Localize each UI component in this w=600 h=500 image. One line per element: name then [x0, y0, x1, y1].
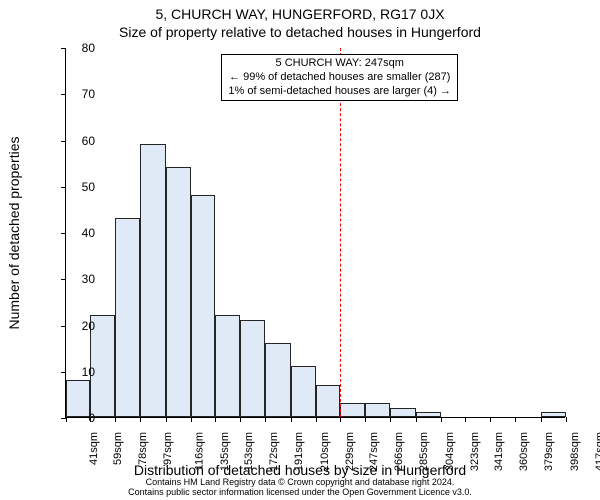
histogram-bar: [340, 403, 365, 417]
x-tick-label: 78sqm: [137, 432, 149, 465]
chart-title-line2: Size of property relative to detached ho…: [0, 24, 600, 40]
y-tick: [61, 187, 66, 188]
x-tick: [265, 417, 266, 422]
y-tick: [61, 279, 66, 280]
x-tick: [240, 417, 241, 422]
y-tick-label: 40: [82, 226, 95, 240]
x-tick: [465, 417, 466, 422]
x-tick: [115, 417, 116, 422]
histogram-bar: [316, 385, 340, 417]
x-tick: [291, 417, 292, 422]
annotation-line3: 1% of semi-detached houses are larger (4…: [228, 85, 451, 99]
histogram-bar: [416, 412, 441, 417]
y-tick-label: 80: [82, 41, 95, 55]
y-tick-label: 10: [82, 365, 95, 379]
x-tick: [490, 417, 491, 422]
chart-title-line1: 5, CHURCH WAY, HUNGERFORD, RG17 0JX: [0, 6, 600, 22]
y-tick-label: 30: [82, 272, 95, 286]
x-tick: [541, 417, 542, 422]
x-tick: [390, 417, 391, 422]
x-tick: [215, 417, 216, 422]
y-tick: [61, 326, 66, 327]
footer-line2: Contains public sector information licen…: [0, 488, 600, 498]
y-tick-label: 70: [82, 87, 95, 101]
x-tick: [441, 417, 442, 422]
chart-container: 5, CHURCH WAY, HUNGERFORD, RG17 0JX Size…: [0, 0, 600, 500]
y-tick-label: 20: [82, 319, 95, 333]
x-tick-label: 41sqm: [88, 432, 100, 465]
x-tick: [416, 417, 417, 422]
x-tick: [191, 417, 192, 422]
x-tick-label: 59sqm: [112, 432, 124, 465]
x-tick: [316, 417, 317, 422]
histogram-bar: [166, 167, 191, 417]
histogram-bar: [390, 408, 415, 417]
y-tick: [61, 48, 66, 49]
y-tick: [61, 141, 66, 142]
x-tick: [515, 417, 516, 422]
y-tick-label: 50: [82, 180, 95, 194]
x-tick-label: 97sqm: [162, 432, 174, 465]
y-tick-label: 60: [82, 134, 95, 148]
plot-area: 5 CHURCH WAY: 247sqm← 99% of detached ho…: [65, 48, 565, 418]
x-tick: [66, 417, 67, 422]
histogram-bar: [265, 343, 290, 417]
x-tick: [140, 417, 141, 422]
annotation-line2: ← 99% of detached houses are smaller (28…: [228, 71, 451, 85]
histogram-bar: [66, 380, 90, 417]
histogram-bar: [191, 195, 215, 417]
reference-line: [340, 48, 341, 417]
x-axis-label: Distribution of detached houses by size …: [0, 462, 600, 478]
y-tick: [61, 233, 66, 234]
footer-attribution: Contains HM Land Registry data © Crown c…: [0, 478, 600, 498]
y-tick: [61, 94, 66, 95]
histogram-bar: [115, 218, 140, 417]
histogram-bar: [215, 315, 240, 417]
y-axis-label: Number of detached properties: [6, 137, 22, 330]
annotation-box: 5 CHURCH WAY: 247sqm← 99% of detached ho…: [221, 54, 458, 101]
histogram-bar: [240, 320, 265, 417]
x-tick: [166, 417, 167, 422]
x-tick: [365, 417, 366, 422]
x-tick: [340, 417, 341, 422]
y-tick-label: 0: [88, 411, 95, 425]
y-tick: [61, 372, 66, 373]
annotation-line1: 5 CHURCH WAY: 247sqm: [228, 57, 451, 71]
x-tick: [566, 417, 567, 422]
histogram-bar: [541, 412, 566, 417]
histogram-bar: [140, 144, 165, 417]
histogram-bar: [291, 366, 316, 417]
histogram-bar: [365, 403, 390, 417]
